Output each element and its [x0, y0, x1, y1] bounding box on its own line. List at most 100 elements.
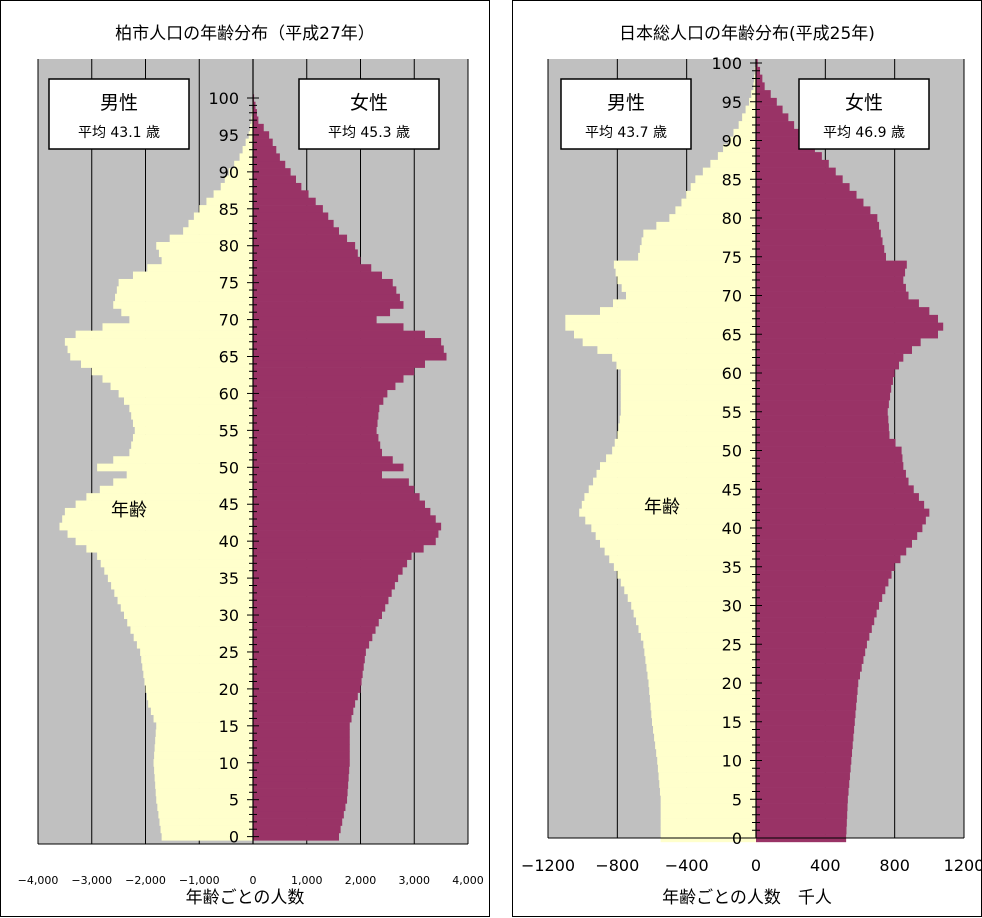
female-bar: [253, 190, 309, 198]
male-bar: [131, 412, 253, 420]
female-bar: [756, 439, 896, 447]
female-bar: [756, 594, 882, 602]
female-bar: [756, 555, 900, 563]
male-bar: [129, 405, 253, 413]
male-bar: [651, 702, 756, 710]
x-tick-label: −400: [665, 856, 709, 875]
male-bar: [616, 268, 756, 276]
female-bar: [253, 537, 436, 545]
female-bar: [253, 515, 436, 523]
female-bar: [756, 609, 877, 617]
male-bar: [621, 392, 756, 400]
male-bar: [686, 191, 756, 199]
female-bar: [756, 648, 865, 656]
female-bar: [756, 237, 883, 245]
male-bar: [103, 375, 254, 383]
female-bar: [756, 160, 829, 168]
female-bar: [253, 670, 363, 678]
female-bar: [253, 486, 414, 494]
age-tick-label: 100: [208, 89, 239, 108]
female-bar: [756, 532, 917, 540]
female-bar: [756, 470, 906, 478]
male-bar: [661, 811, 756, 819]
female-bar: [756, 462, 903, 470]
male-bar: [155, 781, 253, 789]
male-bar: [565, 315, 756, 323]
female-bar: [253, 257, 361, 265]
female-bar: [756, 819, 847, 827]
female-bar: [756, 230, 881, 238]
female-bar: [253, 176, 296, 184]
male-bar: [155, 744, 253, 752]
female-bar: [253, 294, 400, 302]
female-bar: [756, 547, 906, 555]
age-tick-label: 5: [229, 791, 239, 810]
female-bar: [253, 567, 403, 575]
female-bar: [756, 617, 874, 625]
female-bar: [253, 286, 396, 294]
x-tick-label: 800: [879, 856, 910, 875]
female-bar: [756, 354, 903, 362]
male-bar: [654, 733, 756, 741]
female-label-title: 女性: [845, 92, 883, 114]
female-bar: [756, 656, 863, 664]
female-bar: [756, 152, 822, 160]
male-label-title: 男性: [100, 92, 138, 114]
female-bar: [253, 789, 348, 797]
x-tick-label: 1200: [944, 856, 982, 875]
female-bar: [756, 385, 891, 393]
female-bar: [253, 744, 350, 752]
male-bar: [189, 220, 254, 228]
female-bar: [253, 530, 438, 538]
female-bar: [253, 464, 404, 472]
male-bar: [170, 235, 253, 243]
age-tick-label: 85: [219, 200, 239, 219]
age-tick-label: 35: [722, 558, 742, 577]
female-bar: [253, 375, 404, 383]
female-bar: [253, 589, 392, 597]
female-bar: [253, 611, 382, 619]
male-bar: [113, 301, 253, 309]
female-bar: [253, 693, 358, 701]
female-bar: [253, 412, 378, 420]
female-bar: [253, 183, 301, 191]
male-bar: [115, 294, 253, 302]
male-bar: [131, 441, 253, 449]
female-bar: [253, 633, 372, 641]
male-bar: [718, 152, 756, 160]
male-bar: [118, 597, 253, 605]
age-tick-label: 65: [219, 348, 239, 367]
female-bar: [756, 687, 858, 695]
female-bar: [253, 663, 364, 671]
female-bar: [253, 508, 430, 516]
female-bar: [253, 478, 409, 486]
female-bar: [756, 803, 848, 811]
female-bar: [253, 235, 347, 243]
female-bar: [756, 454, 902, 462]
female-bar: [253, 471, 382, 479]
female-bar: [253, 405, 379, 413]
male-bar: [114, 589, 253, 597]
female-bar: [253, 582, 395, 590]
female-bar: [253, 501, 425, 509]
female-bar: [253, 597, 388, 605]
female-bar: [253, 722, 350, 730]
male-bar: [624, 586, 756, 594]
male-bar: [646, 664, 756, 672]
male-bar: [101, 560, 253, 568]
female-bar: [253, 545, 424, 553]
female-bar: [253, 626, 376, 634]
male-bar: [100, 486, 253, 494]
female-bar: [756, 478, 909, 486]
female-bar: [756, 788, 849, 796]
age-tick-label: 50: [722, 442, 742, 461]
female-bar: [756, 369, 895, 377]
female-bar: [756, 540, 912, 548]
male-bar: [142, 663, 253, 671]
female-bar: [756, 757, 851, 765]
female-bar: [253, 781, 348, 789]
male-bar: [92, 368, 253, 376]
female-bar: [756, 323, 943, 331]
female-bar: [253, 212, 328, 220]
female-bar: [253, 833, 339, 841]
